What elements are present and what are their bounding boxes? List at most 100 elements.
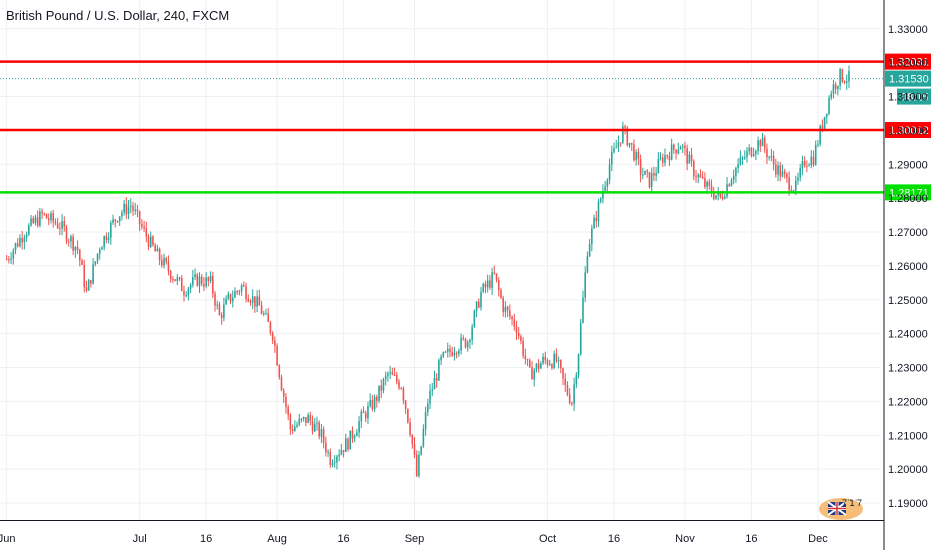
candle-body [783,171,786,174]
candle-body [637,151,640,159]
candle-body [823,116,826,129]
candle-body [351,430,354,439]
candle-body [167,262,170,272]
candle-body [668,156,671,160]
candle-body [435,377,438,381]
candle-body [615,147,618,149]
candle-body [12,250,15,259]
time-axis[interactable]: Jun Jul 16 Aug 16 Sep Oct 16 Nov 16 Dec [0,520,884,546]
candle-body [533,370,536,380]
candle-body [189,284,192,289]
candle-body [395,375,398,382]
candle-body [121,212,123,217]
candle-body [617,142,620,148]
candle-body [828,97,830,114]
candle-body [517,333,520,337]
candle-body [200,276,203,285]
union-jack-crown-icon: 7 ̈1 ̈7 [818,496,864,522]
candle-body [814,144,817,165]
candle-body [650,173,653,188]
candle-body [325,442,327,453]
x-tick-label: Jun [0,533,16,545]
candle-body [759,140,762,147]
candle-body [812,156,815,165]
candle-body [794,180,797,191]
candle-body [675,149,677,154]
candle-body [542,356,544,364]
candle-body [256,296,258,307]
chart-title: British Pound / U.S. Dollar, 240, FXCM [6,8,230,23]
horizontal-levels[interactable]: 1.32031 1.30012 1.28171 1.31530 08:15 [0,53,931,201]
candle-body [624,126,626,128]
candle-body [331,463,334,466]
candle-body [719,191,722,197]
y-tick-label: 1.20000 [888,464,928,476]
candle-body [114,219,117,222]
level-price-label: 1.30012 [889,125,929,137]
candle-body [30,218,32,226]
candle-body [174,279,176,281]
price-axis[interactable]: 1.33000 1.32000 1.31000 1.30000 1.29000 1.280… [883,0,928,550]
candle-body [389,372,391,374]
candle-body [43,213,46,215]
candle-body [214,293,216,306]
candle-body [528,359,531,368]
y-tick-label: 1.19000 [888,498,928,510]
candle-body [387,373,389,376]
candle-body [223,304,225,318]
candle-body [681,145,684,148]
candle-body [298,419,301,425]
candle-body [677,149,680,154]
candle-body [240,285,243,292]
candle-body [646,170,649,173]
candle-body [599,198,602,202]
candle-body [143,226,145,229]
candle-body [398,381,400,389]
candle-body [39,211,41,226]
candle-body [81,260,83,265]
candle-body [444,351,447,353]
candle-body [393,374,396,376]
candle-body [274,340,276,346]
candle-body [276,345,278,366]
candle-body [500,290,502,298]
candle-body [218,304,221,316]
candle-body [509,310,511,317]
candle-body [608,164,611,181]
candle-body [5,259,8,261]
y-tick-label: 1.31000 [888,92,928,104]
candle-body [819,125,821,145]
candle-body [706,181,708,187]
candle-body [497,279,500,291]
candle-body [429,390,431,404]
candle-body [832,84,835,94]
candle-body [52,213,54,222]
candle-body [602,190,604,199]
candle-body [311,421,314,432]
candle-body [446,348,449,352]
candle-body [553,353,555,369]
candle-body [801,161,804,168]
candle-body [730,180,733,187]
candle-body [10,258,12,260]
candle-body [333,462,336,464]
candle-body [163,258,165,266]
candle-body [231,297,234,302]
y-tick-label: 1.33000 [888,24,928,36]
candle-body [176,277,179,281]
candle-body [249,301,252,303]
candle-body [362,411,365,414]
candle-body [790,190,793,192]
candle-body [546,360,549,365]
candle-body [839,69,841,86]
candle-body [194,274,196,277]
candle-body [504,306,507,313]
candle-body [684,145,686,149]
candle-body [657,159,660,174]
candle-body [848,71,850,82]
candle-body [112,219,114,223]
candle-body [291,429,294,431]
candle-body [229,293,232,302]
candle-body [247,298,250,302]
